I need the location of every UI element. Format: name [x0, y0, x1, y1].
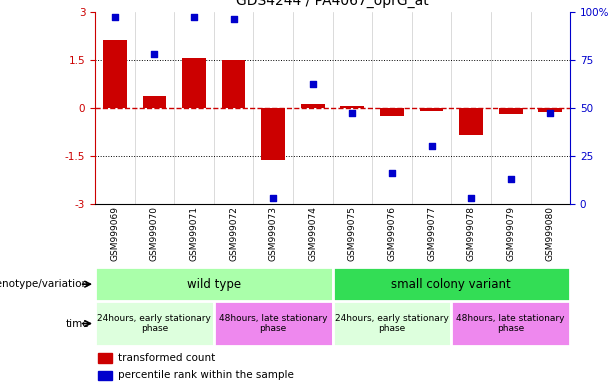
Point	[189, 14, 199, 20]
Bar	[459, 108, 483, 135]
Bar	[420, 108, 443, 111]
Bar	[214, 301, 332, 346]
Point	[229, 16, 238, 22]
Bar	[95, 301, 214, 346]
Point	[348, 110, 357, 116]
Bar	[499, 108, 522, 114]
Bar	[95, 267, 332, 301]
Bar	[332, 301, 451, 346]
Bar	[142, 96, 166, 108]
Text: genotype/variation: genotype/variation	[0, 279, 89, 289]
Bar	[538, 108, 562, 112]
Bar	[98, 353, 112, 363]
Point	[506, 175, 516, 182]
Point	[268, 195, 278, 201]
Text: 24hours, early stationary
phase: 24hours, early stationary phase	[97, 314, 211, 333]
Text: wild type: wild type	[187, 278, 241, 291]
Bar	[261, 108, 285, 161]
Text: time: time	[65, 318, 89, 329]
Title: GDS4244 / PA4067_oprG_at: GDS4244 / PA4067_oprG_at	[236, 0, 429, 8]
Text: 48hours, late stationary
phase: 48hours, late stationary phase	[219, 314, 327, 333]
Point	[466, 195, 476, 201]
Point	[150, 51, 159, 57]
Text: 24hours, early stationary
phase: 24hours, early stationary phase	[335, 314, 449, 333]
Text: small colony variant: small colony variant	[392, 278, 511, 291]
Point	[308, 81, 318, 88]
Point	[110, 14, 120, 20]
Bar	[380, 108, 404, 116]
Bar	[222, 60, 245, 108]
Bar	[103, 40, 127, 108]
Text: transformed count: transformed count	[118, 353, 215, 363]
Bar	[340, 106, 364, 108]
Text: percentile rank within the sample: percentile rank within the sample	[118, 370, 294, 380]
Bar	[332, 267, 570, 301]
Bar	[451, 301, 570, 346]
Bar	[182, 58, 206, 108]
Point	[387, 170, 397, 176]
Point	[546, 110, 555, 116]
Bar	[98, 371, 112, 380]
Bar	[301, 104, 325, 108]
Point	[427, 143, 436, 149]
Text: 48hours, late stationary
phase: 48hours, late stationary phase	[457, 314, 565, 333]
